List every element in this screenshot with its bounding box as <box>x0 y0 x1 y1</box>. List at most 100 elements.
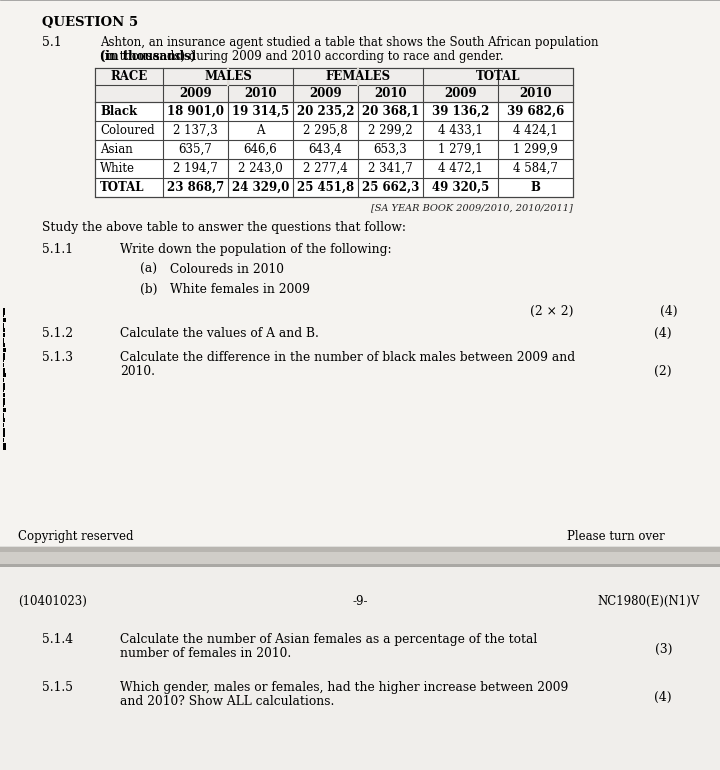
Bar <box>3 348 6 352</box>
Text: (3): (3) <box>654 643 672 656</box>
Text: 5.1.5: 5.1.5 <box>42 681 73 694</box>
Bar <box>3 443 6 450</box>
Bar <box>3 398 5 405</box>
Text: (10401023): (10401023) <box>18 595 87 608</box>
Text: 2010: 2010 <box>244 87 276 100</box>
Text: Which gender, males or females, had the higher increase between 2009: Which gender, males or females, had the … <box>120 681 568 694</box>
Text: 2 277,4: 2 277,4 <box>303 162 348 175</box>
Text: (b): (b) <box>140 283 158 296</box>
Text: -9-: -9- <box>352 595 368 608</box>
Bar <box>3 328 5 332</box>
Bar <box>3 313 4 317</box>
Bar <box>3 383 5 390</box>
Text: 24 329,0: 24 329,0 <box>232 181 289 194</box>
Text: 635,7: 635,7 <box>179 143 212 156</box>
Text: (4): (4) <box>660 305 678 318</box>
Text: 39 682,6: 39 682,6 <box>507 105 564 118</box>
Text: and 2010? Show ALL calculations.: and 2010? Show ALL calculations. <box>120 695 334 708</box>
Text: Please turn over: Please turn over <box>567 530 665 543</box>
Text: 2 243,0: 2 243,0 <box>238 162 283 175</box>
Text: MALES: MALES <box>204 70 252 83</box>
Bar <box>3 433 5 437</box>
Text: 20 368,1: 20 368,1 <box>362 105 419 118</box>
Text: White females in 2009: White females in 2009 <box>170 283 310 296</box>
Text: 4 472,1: 4 472,1 <box>438 162 483 175</box>
Text: 2009: 2009 <box>179 87 212 100</box>
Text: 646,6: 646,6 <box>243 143 277 156</box>
Text: 49 320,5: 49 320,5 <box>432 181 489 194</box>
Bar <box>3 353 5 360</box>
Text: Write down the population of the following:: Write down the population of the followi… <box>120 243 392 256</box>
Text: A: A <box>256 124 265 137</box>
Bar <box>95 68 573 102</box>
Text: 4 424,1: 4 424,1 <box>513 124 558 137</box>
Text: 4 433,1: 4 433,1 <box>438 124 483 137</box>
Text: Study the above table to answer the questions that follow:: Study the above table to answer the ques… <box>42 221 406 234</box>
Text: 5.1: 5.1 <box>42 36 62 49</box>
Text: 25 662,3: 25 662,3 <box>362 181 419 194</box>
Text: FEMALES: FEMALES <box>325 70 390 83</box>
Text: 653,3: 653,3 <box>374 143 408 156</box>
Bar <box>0 552 720 564</box>
Bar <box>3 388 4 392</box>
Text: B: B <box>531 181 541 194</box>
Text: TOTAL: TOTAL <box>476 70 521 83</box>
Bar <box>0 564 720 567</box>
Bar <box>3 413 4 420</box>
Bar <box>3 333 5 337</box>
Bar <box>0 547 720 552</box>
Bar <box>3 358 4 362</box>
Bar <box>3 363 4 367</box>
Text: (a): (a) <box>140 263 157 276</box>
Text: 2 299,2: 2 299,2 <box>368 124 413 137</box>
Text: (in thousands): (in thousands) <box>100 50 196 63</box>
Text: 5.1.1: 5.1.1 <box>42 243 73 256</box>
Bar <box>3 428 5 435</box>
Text: NC1980(E)(N1)V: NC1980(E)(N1)V <box>598 595 700 608</box>
Bar <box>3 323 4 330</box>
Bar <box>3 338 4 345</box>
Text: Calculate the difference in the number of black males between 2009 and: Calculate the difference in the number o… <box>120 351 575 364</box>
Text: (2): (2) <box>654 365 672 378</box>
Text: 643,4: 643,4 <box>309 143 343 156</box>
Bar <box>3 423 4 427</box>
Text: Black: Black <box>100 105 137 118</box>
Text: Ashton, an insurance agent studied a table that shows the South African populati: Ashton, an insurance agent studied a tab… <box>100 36 598 49</box>
Bar <box>3 368 5 375</box>
Bar <box>3 378 4 382</box>
Text: 23 868,7: 23 868,7 <box>167 181 224 194</box>
Bar <box>0 0 720 547</box>
Text: (2 × 2): (2 × 2) <box>530 305 574 318</box>
Bar <box>3 343 5 347</box>
Text: (4): (4) <box>654 327 672 340</box>
Text: 18 901,0: 18 901,0 <box>167 105 224 118</box>
Text: 2 341,7: 2 341,7 <box>368 162 413 175</box>
Text: 1 279,1: 1 279,1 <box>438 143 483 156</box>
Text: 2010: 2010 <box>374 87 407 100</box>
Text: number of females in 2010.: number of females in 2010. <box>120 647 292 660</box>
Text: QUESTION 5: QUESTION 5 <box>42 16 138 29</box>
Bar <box>3 308 5 315</box>
Text: 20 235,2: 20 235,2 <box>297 105 354 118</box>
Text: RACE: RACE <box>110 70 148 83</box>
Text: 4 584,7: 4 584,7 <box>513 162 558 175</box>
Text: Coloured: Coloured <box>100 124 155 137</box>
Text: Calculate the number of Asian females as a percentage of the total: Calculate the number of Asian females as… <box>120 633 537 646</box>
Text: 39 136,2: 39 136,2 <box>432 105 489 118</box>
Text: TOTAL: TOTAL <box>100 181 145 194</box>
Text: (in thousands) during 2009 and 2010 according to race and gender.: (in thousands) during 2009 and 2010 acco… <box>100 50 503 63</box>
Bar <box>3 393 5 397</box>
Bar <box>3 438 4 442</box>
Text: 5.1.4: 5.1.4 <box>42 633 73 646</box>
Text: 2 194,7: 2 194,7 <box>173 162 218 175</box>
Text: 2010: 2010 <box>519 87 552 100</box>
Text: 5.1.2: 5.1.2 <box>42 327 73 340</box>
Text: 25 451,8: 25 451,8 <box>297 181 354 194</box>
Text: White: White <box>100 162 135 175</box>
Text: Copyright reserved: Copyright reserved <box>18 530 133 543</box>
Text: [SA YEAR BOOK 2009/2010, 2010/2011]: [SA YEAR BOOK 2009/2010, 2010/2011] <box>372 203 573 212</box>
Text: 2 295,8: 2 295,8 <box>303 124 348 137</box>
Bar <box>3 418 5 422</box>
Text: 1 299,9: 1 299,9 <box>513 143 558 156</box>
Text: 5.1.3: 5.1.3 <box>42 351 73 364</box>
